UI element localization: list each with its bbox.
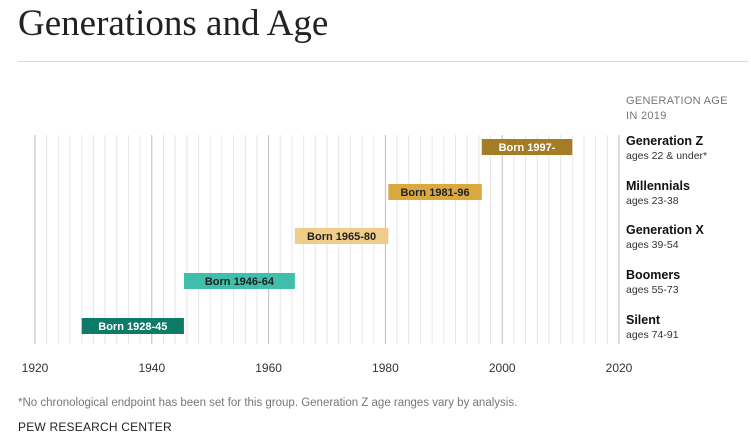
- source-credit: PEW RESEARCH CENTER: [18, 420, 172, 434]
- bar-label: Born 1997-: [499, 142, 556, 154]
- x-tick-label: 2000: [489, 361, 516, 375]
- chart-title: Generations and Age: [18, 3, 329, 44]
- bar-label: Born 1965-80: [307, 231, 376, 243]
- legend-name: Boomers: [626, 268, 680, 282]
- x-tick-label: 2020: [606, 361, 633, 375]
- legend-name: Silent: [626, 313, 661, 327]
- bar-label: Born 1946-64: [205, 276, 275, 288]
- bars-layer: Born 1997- Born 1981-96 Born 1965-80 Born 1…: [81, 139, 573, 334]
- legend-age: ages 23-38: [626, 195, 679, 207]
- bar-generation-x: [294, 228, 389, 244]
- legend-header: IN 2019: [626, 110, 667, 122]
- x-tick-label: 1960: [255, 361, 282, 375]
- generation-legend: GENERATION AGE IN 2019 Generation Z ages 22…: [626, 95, 728, 341]
- title-divider: [18, 61, 748, 62]
- x-tick-label: 1980: [372, 361, 399, 375]
- legend-age: ages 39-54: [626, 239, 679, 251]
- legend-age: ages 74-91: [626, 329, 679, 341]
- bar-label: Born 1928-45: [98, 321, 167, 333]
- x-tick-label: 1920: [22, 361, 49, 375]
- bar-silent: [81, 318, 184, 334]
- x-axis-ticks: 1920 1940 1960 1980 2000 2020: [22, 361, 633, 375]
- bar-millennials: [388, 184, 482, 200]
- bar-label: Born 1981-96: [400, 187, 469, 199]
- legend-name: Millennials: [626, 179, 690, 193]
- legend-age: ages 55-73: [626, 284, 679, 296]
- legend-header: GENERATION AGE: [626, 95, 728, 107]
- legend-name: Generation X: [626, 223, 704, 237]
- bar-generation-z: [481, 139, 573, 155]
- footnote: *No chronological endpoint has been set …: [18, 397, 518, 409]
- grid-lines: [34, 135, 620, 344]
- legend-name: Generation Z: [626, 134, 703, 148]
- bar-boomers: [183, 273, 295, 289]
- legend-age: ages 22 & under*: [626, 150, 707, 162]
- x-tick-label: 1940: [138, 361, 165, 375]
